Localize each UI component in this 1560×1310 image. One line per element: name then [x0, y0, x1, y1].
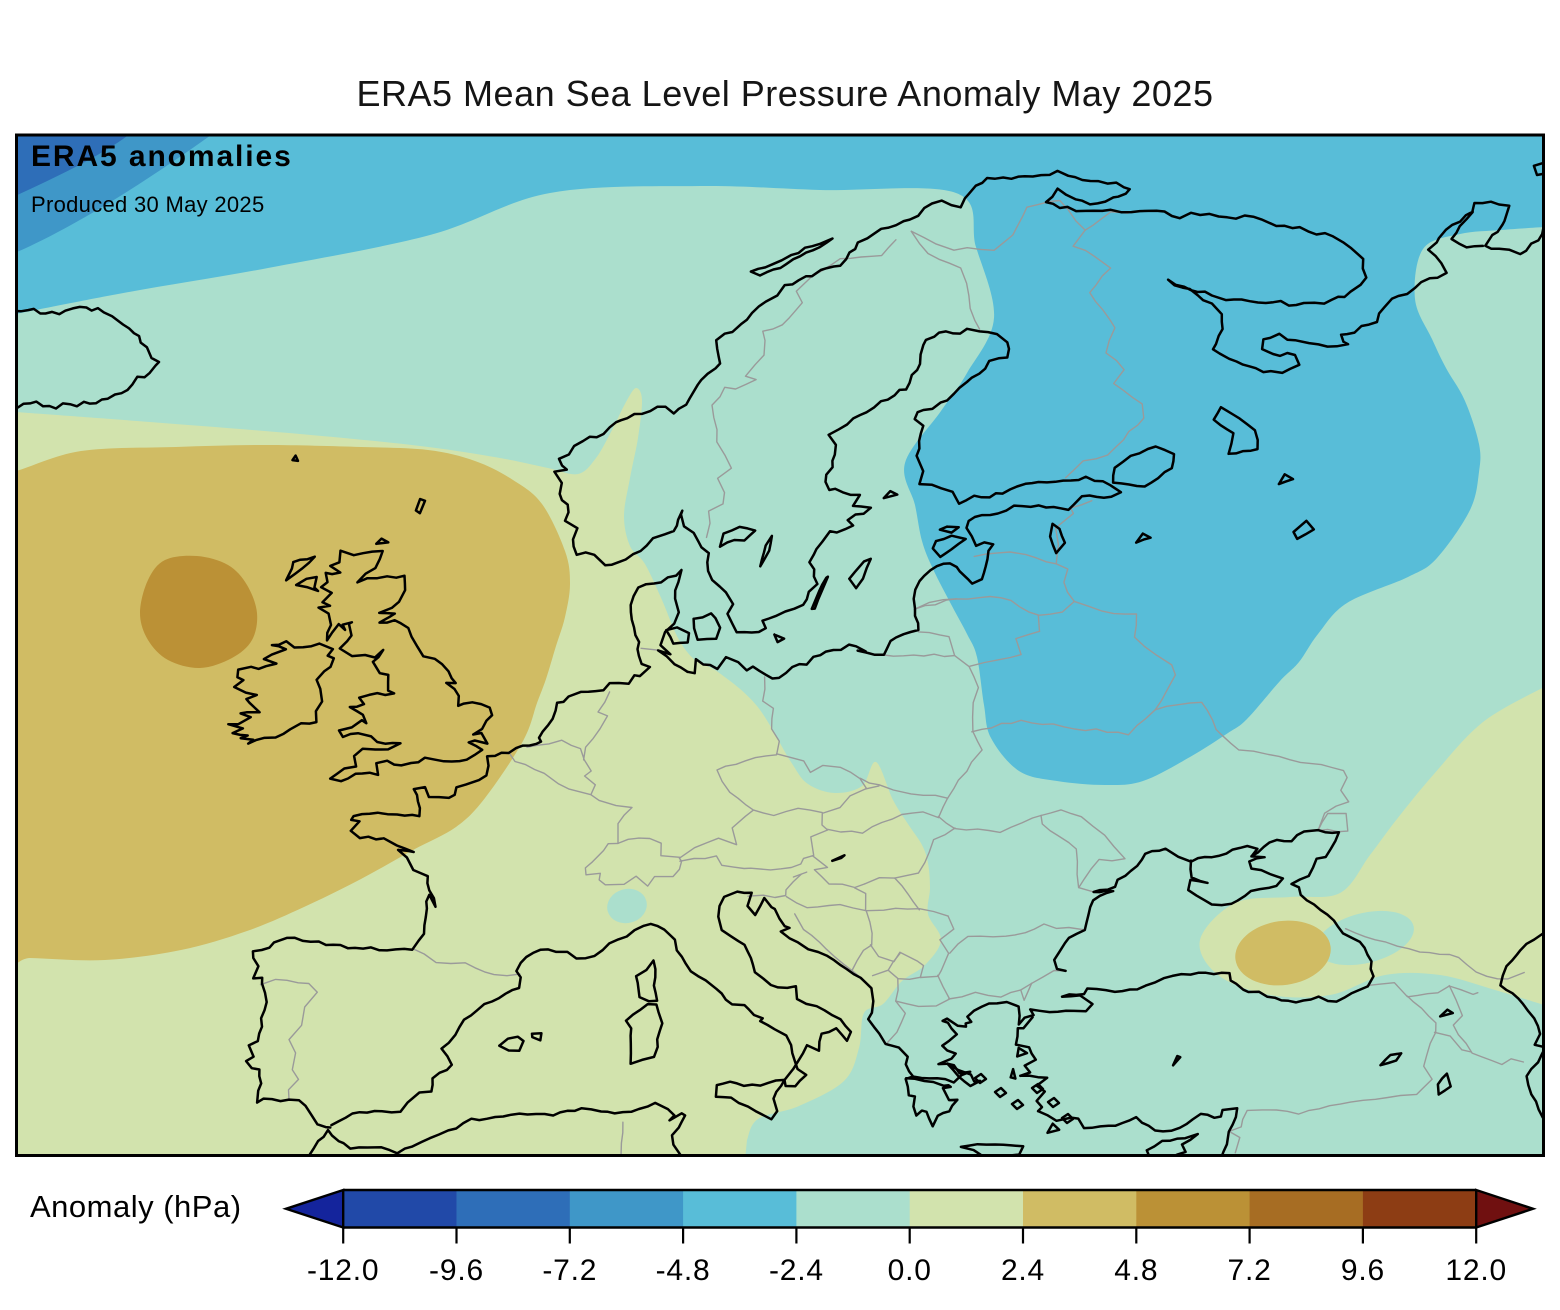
svg-text:0.0: 0.0 — [888, 1254, 932, 1287]
svg-text:ERA5 Mean Sea Level Pressure A: ERA5 Mean Sea Level Pressure Anomaly May… — [357, 73, 1214, 114]
svg-text:9.6: 9.6 — [1341, 1254, 1385, 1287]
svg-text:Anomaly (hPa): Anomaly (hPa) — [30, 1189, 242, 1224]
svg-text:-7.2: -7.2 — [542, 1254, 597, 1287]
svg-text:2.4: 2.4 — [1001, 1254, 1045, 1287]
svg-text:-4.8: -4.8 — [656, 1254, 711, 1287]
svg-text:12.0: 12.0 — [1445, 1254, 1507, 1287]
svg-text:-12.0: -12.0 — [307, 1254, 379, 1287]
svg-text:4.8: 4.8 — [1114, 1254, 1158, 1287]
svg-text:Produced 30 May 2025: Produced 30 May 2025 — [31, 192, 265, 217]
svg-text:ERA5 anomalies: ERA5 anomalies — [31, 140, 293, 173]
svg-text:-9.6: -9.6 — [429, 1254, 484, 1287]
svg-text:-2.4: -2.4 — [769, 1254, 824, 1287]
svg-text:7.2: 7.2 — [1228, 1254, 1272, 1287]
